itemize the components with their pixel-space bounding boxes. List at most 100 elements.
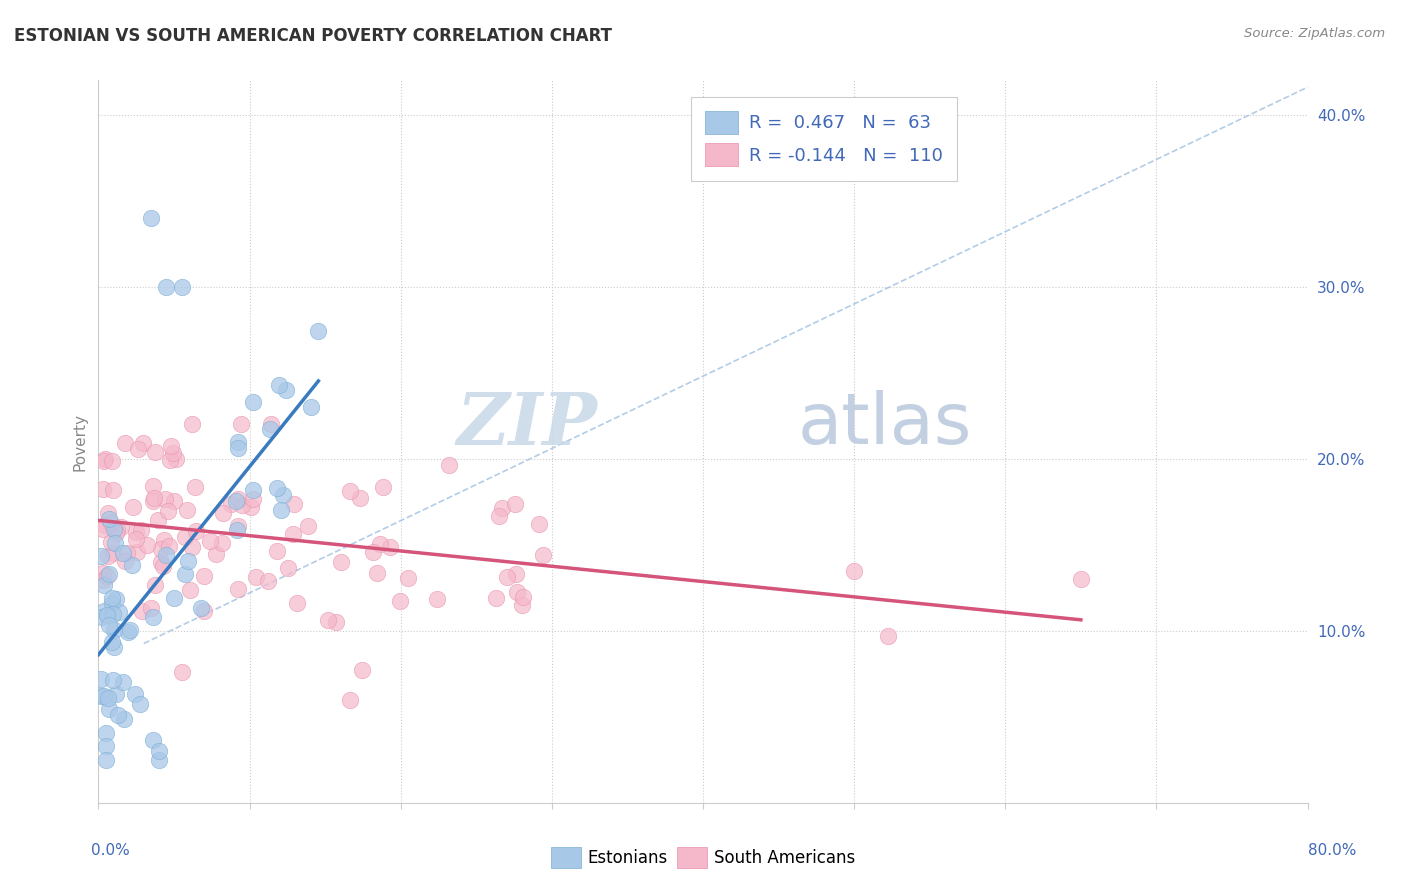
Text: 0.0%: 0.0% <box>91 843 131 858</box>
Point <box>205 547 228 561</box>
Point <box>127 544 149 558</box>
Point <box>231 417 253 432</box>
Point <box>260 417 283 432</box>
Point <box>180 417 202 432</box>
Point <box>96 568 118 582</box>
Point <box>242 394 264 409</box>
Point <box>128 698 150 712</box>
Point <box>485 591 508 605</box>
Point <box>266 482 288 496</box>
Point <box>512 591 534 605</box>
Point <box>503 497 526 511</box>
Point <box>398 571 420 585</box>
Point <box>93 604 115 618</box>
Point <box>325 615 347 629</box>
Point <box>142 491 165 505</box>
Point <box>131 604 153 618</box>
Point <box>226 582 249 596</box>
Text: ZIP: ZIP <box>457 389 598 460</box>
Point <box>370 537 392 551</box>
Point <box>257 574 280 588</box>
Point <box>142 479 165 493</box>
Point <box>212 506 235 520</box>
Point <box>155 491 177 506</box>
Point <box>349 491 371 505</box>
Point <box>93 578 115 592</box>
Point <box>97 549 120 564</box>
Point <box>150 542 173 557</box>
Point <box>172 665 194 680</box>
Point <box>505 566 527 581</box>
Point <box>101 673 124 687</box>
Point <box>361 545 384 559</box>
Point <box>184 524 207 538</box>
Point <box>100 535 122 549</box>
Point <box>163 591 186 606</box>
Point <box>110 519 132 533</box>
Point <box>139 600 162 615</box>
Point <box>844 564 866 578</box>
Point <box>103 624 125 638</box>
Point <box>135 538 157 552</box>
Point <box>93 454 115 468</box>
Point <box>297 519 319 533</box>
Point <box>107 708 129 723</box>
Point <box>283 497 305 511</box>
Point <box>148 753 170 767</box>
Point <box>165 452 187 467</box>
Point <box>389 593 412 607</box>
Point <box>104 526 127 541</box>
Point <box>378 540 401 554</box>
Point <box>111 545 134 559</box>
Point <box>100 516 122 530</box>
Point <box>269 378 291 392</box>
Point <box>242 483 264 497</box>
Point <box>157 504 180 518</box>
Point <box>108 606 131 620</box>
Point <box>103 522 125 536</box>
Point <box>91 566 114 580</box>
Point <box>155 548 177 562</box>
Point <box>231 499 253 513</box>
Point <box>226 518 249 533</box>
Point <box>496 570 519 584</box>
Legend: Estonians, South Americans: Estonians, South Americans <box>544 840 862 875</box>
Point <box>226 434 249 449</box>
Point <box>157 539 180 553</box>
Point <box>143 577 166 591</box>
Point <box>94 452 117 467</box>
Point <box>117 625 139 640</box>
Point <box>152 558 174 573</box>
Point <box>153 533 176 547</box>
Point <box>90 549 112 563</box>
Point <box>149 555 172 569</box>
Point <box>105 591 128 606</box>
Point <box>93 689 115 703</box>
Point <box>193 568 215 582</box>
Point <box>91 483 114 497</box>
Point <box>91 521 114 535</box>
Point <box>101 635 124 649</box>
Point <box>160 439 183 453</box>
Point <box>219 497 242 511</box>
Point <box>90 610 112 624</box>
Point <box>90 690 112 704</box>
Point <box>101 607 124 622</box>
Point <box>180 541 202 555</box>
Point <box>124 687 146 701</box>
Point <box>366 566 388 580</box>
Point <box>98 567 121 582</box>
Text: Source: ZipAtlas.com: Source: ZipAtlas.com <box>1244 27 1385 40</box>
Point <box>141 211 163 225</box>
Point <box>101 453 124 467</box>
Point <box>143 445 166 459</box>
Point <box>177 554 200 568</box>
Point <box>114 554 136 568</box>
Point <box>155 279 177 293</box>
Point <box>97 512 120 526</box>
Point <box>531 548 554 562</box>
Point <box>112 712 135 726</box>
Point <box>98 702 121 716</box>
Point <box>1070 572 1092 586</box>
Point <box>90 672 112 686</box>
